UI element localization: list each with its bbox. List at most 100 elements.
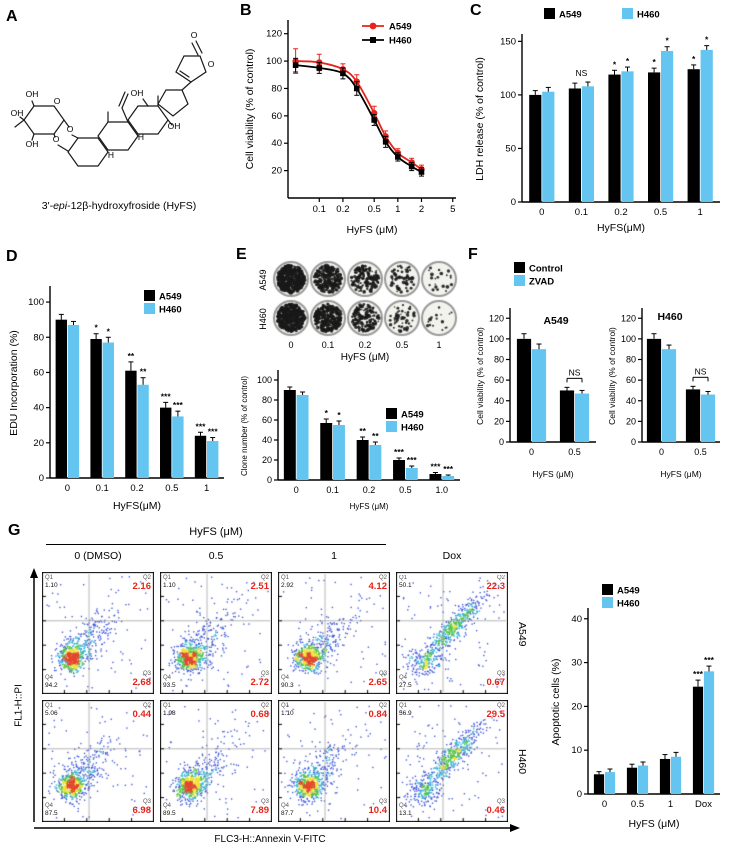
y-tick-label: 100	[266, 56, 282, 67]
bar-chart-svg: 0 20 40 60 80 100 120 Cell viability (% of cont…	[475, 262, 596, 479]
bar	[542, 91, 555, 202]
flow-plot-h460-0: Q1 5.06 Q2 0.44 Q3 6.98 Q4 87.5	[42, 700, 154, 822]
bar	[283, 390, 296, 480]
y-axis-label: LDH release (% of control)	[474, 57, 486, 181]
y-tick-label: 120	[489, 313, 504, 323]
legend-swatch	[602, 597, 613, 608]
legend-label: H460	[637, 10, 660, 21]
bar	[626, 767, 638, 794]
x-tick-label: 0.5	[654, 207, 667, 218]
flow-density-plot	[278, 700, 390, 822]
atom-label: OH	[26, 89, 39, 99]
y-tick-label: 100	[257, 375, 272, 385]
colony-xlabel: HyFS (μM)	[340, 352, 390, 363]
x-tick-label: 0.5	[568, 447, 581, 457]
bar-chart-svg: 0 10 20 30 40 Apoptotic cells (%) 0 0.5 1 Dox ****…	[550, 584, 720, 830]
legend-label: Control	[529, 264, 563, 275]
significance-mark: ***	[173, 400, 184, 410]
chart-title: A549	[543, 315, 568, 327]
y-tick-label: 40	[571, 614, 582, 625]
x-tick-label: 0.1	[313, 204, 326, 215]
y-tick-label: 10	[571, 745, 582, 756]
y-tick-label: 100	[489, 334, 504, 344]
x-axis-label: HyFS (μM)	[350, 502, 389, 511]
legend-swatch	[622, 8, 633, 19]
flow-plot-h460-3: Q1 56.9 Q2 29.5 Q3 0.46 Q4 13.1	[396, 700, 508, 822]
significance-mark: **	[128, 351, 135, 361]
caption-pre: 3'-	[41, 200, 54, 212]
flow-plot-h460-2: Q1 1.10 Q2 0.84 Q3 10.4 Q4 87.7	[278, 700, 390, 822]
bar	[703, 671, 715, 794]
bar	[55, 319, 67, 478]
panel-label-f: F	[468, 246, 478, 263]
bar	[559, 390, 575, 442]
panel-label-a: A	[6, 8, 18, 25]
flow-row-label-a549: A549	[516, 621, 528, 647]
bar	[685, 389, 701, 442]
x-tick-label: 2	[419, 204, 424, 215]
y-axis-label: EDU Incorporation (%)	[8, 330, 20, 436]
bar	[102, 342, 114, 478]
panel-b: B 20 40 60 80 100 120 0.1 0.2 0.5 1 2 5 Cell viabili…	[240, 2, 466, 238]
x-tick-label: 0	[294, 485, 299, 495]
significance-mark: *	[652, 57, 656, 67]
significance-mark: *	[692, 54, 696, 64]
legend-swatch	[386, 421, 397, 432]
y-axis-label: Clone number (% of control)	[240, 376, 249, 476]
bar	[700, 394, 716, 442]
x-tick-label: 0.5	[368, 204, 381, 215]
x-tick-label: 5	[450, 204, 455, 215]
flow-plot-a549-1: Q1 1.10 Q2 2.51 Q3 2.72 Q4 93.5	[160, 572, 272, 694]
atom-label: H	[108, 150, 114, 160]
atom-label: OH	[168, 121, 181, 131]
structure-skeleton	[14, 40, 207, 167]
bar	[687, 69, 700, 202]
x-tick-label: 1.0	[436, 485, 449, 495]
x-tick-label: 1	[698, 207, 703, 218]
y-tick-label: 40	[271, 138, 282, 149]
y-tick-label: 20	[494, 416, 504, 426]
bar	[160, 407, 172, 478]
atom-label: O	[54, 96, 61, 106]
panel-f: F 0 20 40 60 80 100 120 Cell viability (% of co…	[468, 246, 728, 514]
x-tick-label: 1	[668, 799, 673, 810]
marker-square	[395, 154, 401, 160]
significance-mark: ***	[208, 427, 219, 437]
bar	[529, 94, 542, 202]
legend-label: H460	[401, 423, 424, 434]
flow-density-plot	[396, 572, 508, 694]
zvad-a549-bar-chart: 0 20 40 60 80 100 120 Cell viability (% of cont…	[472, 260, 602, 487]
legend-swatch	[544, 8, 555, 19]
significance-mark: ***	[161, 391, 172, 401]
y-axis-label: Cell viability (% of control)	[244, 49, 256, 170]
bar	[137, 384, 149, 478]
caption-post: -12β-hydroxyfroside (HyFS)	[67, 200, 197, 212]
significance-mark: **	[372, 431, 379, 441]
atom-label: OH	[131, 88, 144, 98]
legend-swatch	[144, 290, 155, 301]
significance-mark: ***	[443, 464, 454, 474]
bar-chart-svg: 0 50 100 150 LDH release (% of control) 0 0.1 N…	[474, 8, 720, 234]
panel-a: A	[6, 8, 232, 240]
y-tick-label: 0	[267, 475, 272, 485]
panel-e: E A549 H460 0 0.1 0.2 0.5 1 HyFS (μM) 0 20 40 6…	[236, 246, 466, 518]
legend-label: H460	[159, 305, 182, 316]
significance-mark: ***	[407, 455, 418, 465]
y-tick-label: 20	[626, 416, 636, 426]
y-tick-label: 80	[271, 83, 282, 94]
legend-swatch	[144, 303, 155, 314]
line-chart-svg: 20 40 60 80 100 120 0.1 0.2 0.5 1 2 5 Cell viability…	[244, 20, 456, 236]
significance-mark: ***	[394, 447, 405, 457]
x-tick-label: 0.2	[363, 485, 376, 495]
significance-mark: ***	[693, 669, 704, 679]
x-tick-label: 0.1	[326, 485, 339, 495]
bar	[670, 756, 682, 794]
atom-label: O	[67, 124, 74, 134]
flow-density-plot	[396, 700, 508, 822]
x-tick-label: 0	[65, 483, 70, 494]
x-tick-label: 0	[659, 447, 664, 457]
y-tick-label: 20	[571, 701, 582, 712]
x-axis-label: HyFS (μM)	[347, 224, 398, 236]
